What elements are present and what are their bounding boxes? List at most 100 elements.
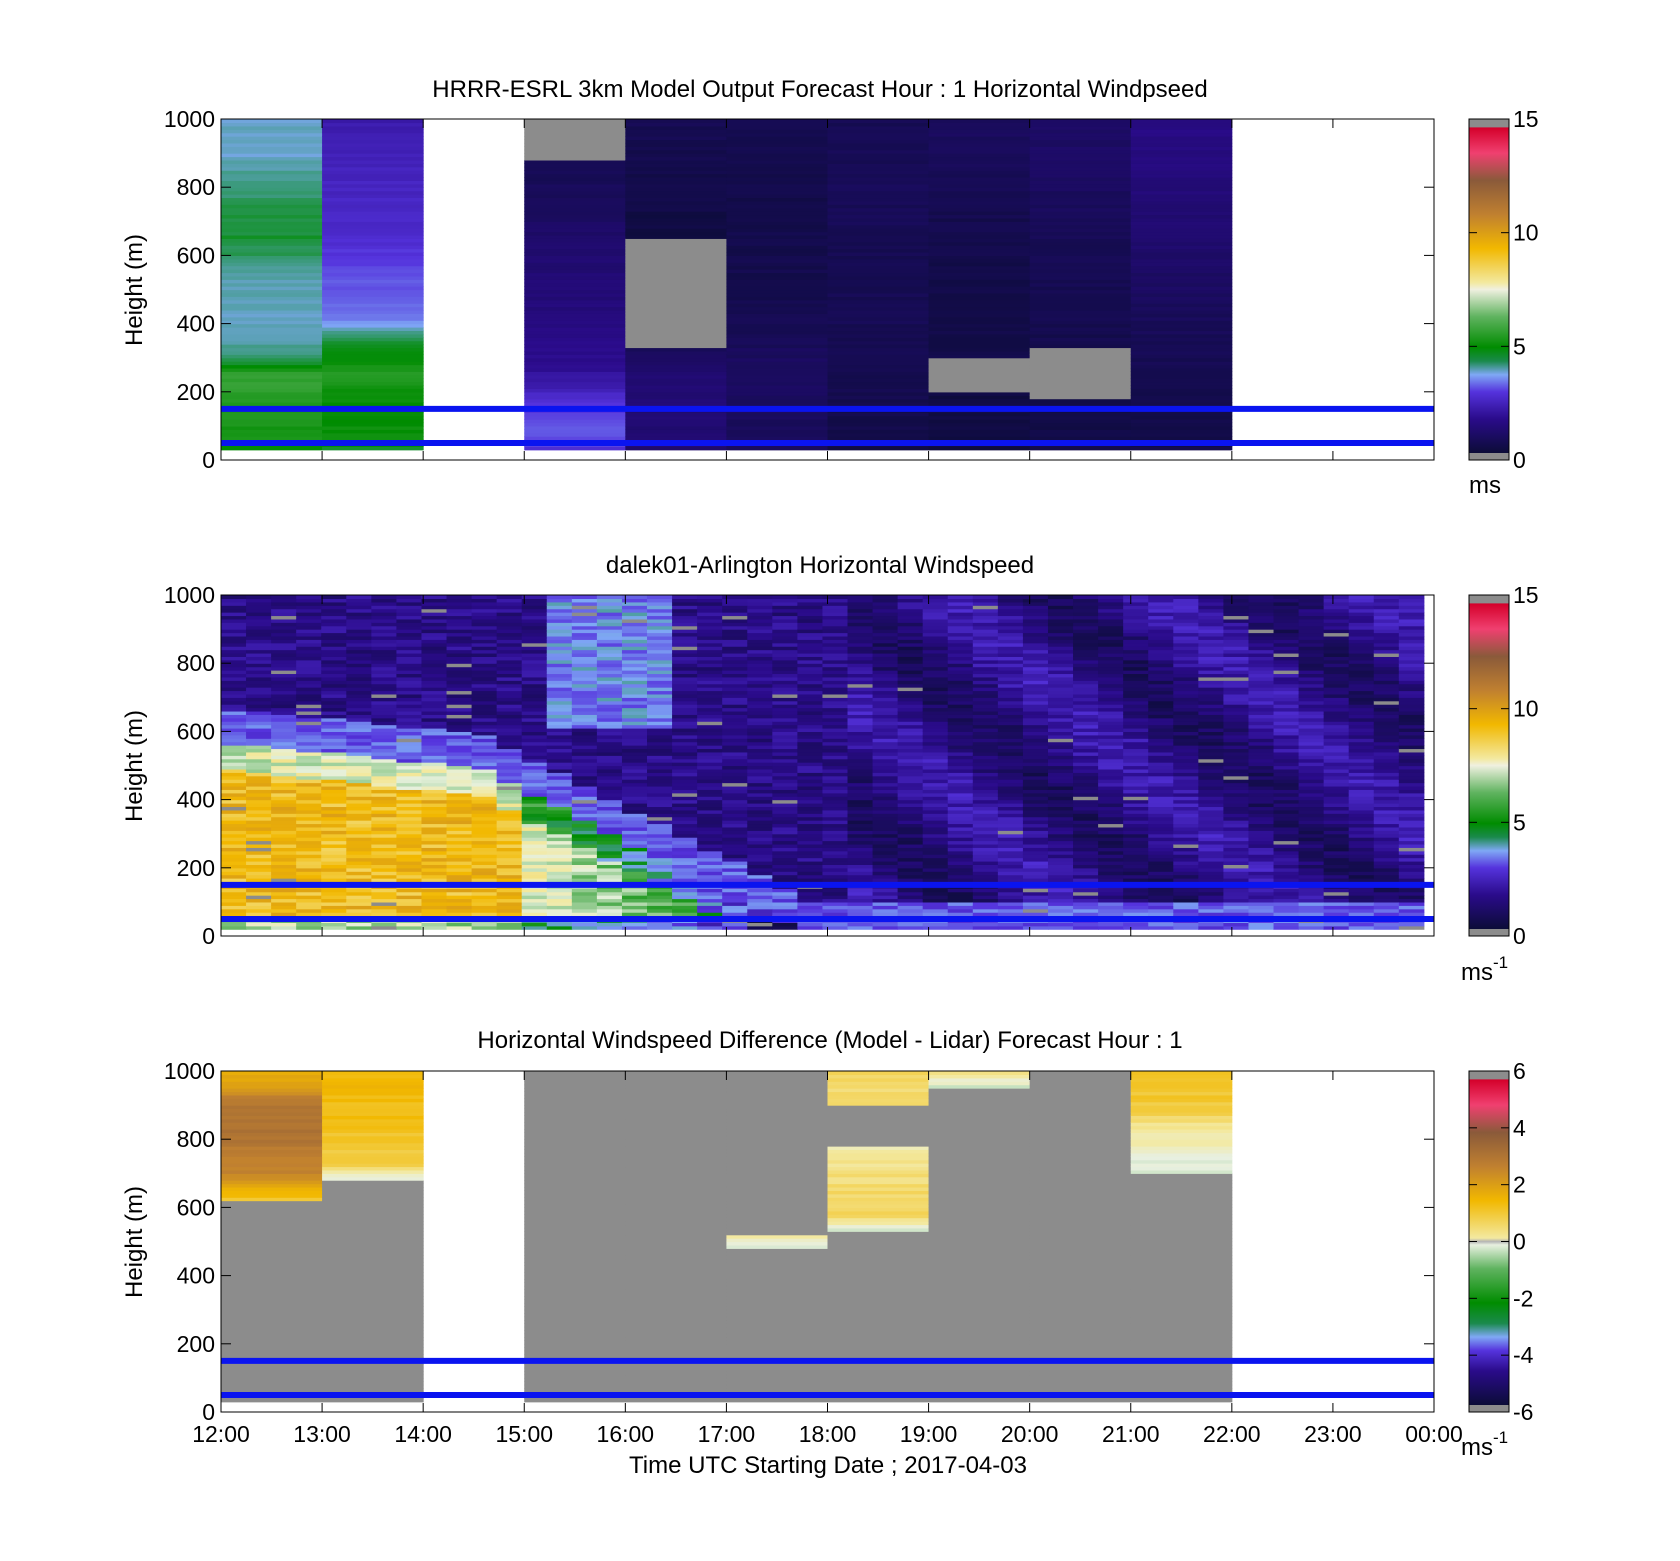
heatmap-cell (322, 197, 424, 202)
heatmap-cell (1173, 758, 1199, 763)
heatmap-cell (546, 895, 573, 900)
heatmap-cell (827, 214, 930, 219)
heatmap-cell (922, 625, 949, 630)
heatmap-cell (546, 751, 573, 756)
heatmap-cell (596, 741, 623, 746)
heatmap-cell (697, 652, 723, 657)
heatmap-cell (296, 799, 322, 804)
heatmap-cell (446, 748, 473, 753)
heatmap-cell (546, 826, 573, 831)
heatmap-cell (496, 833, 523, 838)
heatmap-cell (1047, 704, 1074, 709)
heatmap-cell (1047, 656, 1074, 661)
heatmap-cell (997, 734, 1024, 739)
heatmap-cell (1148, 734, 1174, 739)
heatmap-cell (922, 864, 949, 869)
heatmap-cell (221, 432, 323, 437)
heatmap-cell (726, 265, 828, 270)
heatmap-cell (1130, 129, 1233, 134)
heatmap-cell (421, 714, 448, 719)
heatmap-cell (321, 707, 347, 712)
heatmap-cell (726, 364, 828, 369)
heatmap-cell (296, 622, 322, 627)
heatmap-cell (822, 710, 849, 715)
heatmap-cell (1029, 251, 1132, 256)
heatmap-cell (726, 217, 828, 222)
heatmap-cell (221, 741, 247, 746)
heatmap-cell (521, 670, 548, 675)
heatmap-cell (471, 635, 498, 640)
heatmap-cell (524, 361, 626, 366)
heatmap-cell (1173, 772, 1199, 777)
heatmap-cell (271, 922, 297, 927)
heatmap-cell (822, 652, 849, 657)
heatmap-cell (496, 618, 523, 623)
heatmap-cell (246, 748, 272, 753)
heatmap-cell (322, 286, 424, 291)
heatmap-cell (246, 741, 272, 746)
heatmap-cell (1148, 697, 1174, 702)
heatmap-cell (827, 272, 930, 277)
heatmap-cell (697, 721, 723, 726)
heatmap-cell (621, 748, 648, 753)
heatmap-cell (1198, 857, 1224, 862)
heatmap-cell (571, 693, 598, 698)
heatmap-cell (271, 768, 297, 773)
heatmap-cell (496, 680, 523, 685)
heatmap-cell (726, 309, 828, 314)
heatmap-cell (496, 601, 523, 606)
heatmap-cell (847, 803, 874, 808)
heatmap-cell (726, 292, 828, 297)
heatmap-cell (947, 922, 974, 927)
heatmap-cell (596, 601, 623, 606)
heatmap-cell (947, 690, 974, 695)
heatmap-cell (647, 901, 673, 906)
heatmap-cell (747, 710, 773, 715)
heatmap-cell (271, 707, 297, 712)
heatmap-cell (521, 741, 548, 746)
heatmap-cell (947, 779, 974, 784)
heatmap-cell (621, 888, 648, 893)
heatmap-cell (1047, 809, 1074, 814)
heatmap-cell (524, 129, 626, 134)
heatmap-cell (371, 830, 397, 835)
heatmap-cell (246, 799, 272, 804)
heatmap-cell (1198, 796, 1224, 801)
heatmap-cell (346, 860, 372, 865)
heatmap-cell (1148, 850, 1174, 855)
heatmap-cell (271, 782, 297, 787)
heatmap-cell (997, 714, 1024, 719)
heatmap-cell (246, 905, 272, 910)
heatmap-cell (546, 864, 573, 869)
heatmap-cell (396, 693, 422, 698)
heatmap-cell (747, 874, 773, 879)
heatmap-cell (321, 683, 347, 688)
heatmap-cell (797, 826, 823, 831)
heatmap-cell (922, 901, 949, 906)
heatmap-cell (521, 751, 548, 756)
heatmap-cell (722, 601, 748, 606)
heatmap-cell (922, 792, 949, 797)
heatmap-cell (524, 234, 626, 239)
heatmap-cell (246, 639, 272, 644)
heatmap-cell (446, 635, 473, 640)
heatmap-cell (446, 823, 473, 828)
heatmap-cell (1130, 347, 1233, 352)
heatmap-cell (1123, 598, 1149, 603)
heatmap-cell (446, 724, 473, 729)
heatmap-cell (647, 864, 673, 869)
heatmap-cell (772, 772, 798, 777)
heatmap-cell (371, 639, 397, 644)
heatmap-cell (672, 840, 698, 845)
heatmap-cell (346, 639, 372, 644)
heatmap-cell (928, 361, 1031, 366)
heatmap-cell (221, 813, 247, 818)
heatmap-cell (1022, 898, 1049, 903)
heatmap-cell (697, 666, 723, 671)
heatmap-cell (1047, 785, 1074, 790)
heatmap-cell (672, 895, 698, 900)
heatmap-cell (722, 755, 748, 760)
heatmap-cell (897, 847, 924, 852)
heatmap-cell (246, 867, 272, 872)
heatmap-cell (922, 837, 949, 842)
